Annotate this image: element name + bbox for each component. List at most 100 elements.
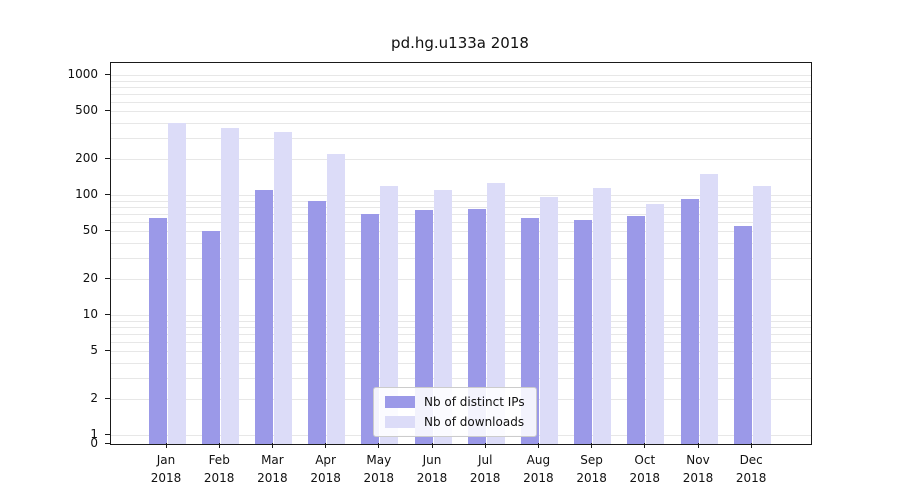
gridline-6 xyxy=(111,341,811,343)
bar-jan-nb-of-distinct-ips xyxy=(148,217,167,444)
y-tick-500 xyxy=(105,110,110,112)
y-tick-label-10: 10 xyxy=(82,307,98,321)
bar-dec-nb-of-distinct-ips xyxy=(733,226,752,444)
x-tick-aug xyxy=(537,443,539,448)
y-tick-label-200: 200 xyxy=(75,150,98,165)
bar-jun-nb-of-downloads xyxy=(433,190,452,444)
x-tick-label-jul: Jul 2018 xyxy=(469,453,501,485)
legend: Nb of distinct IPs Nb of downloads xyxy=(373,387,537,437)
x-tick-jun xyxy=(431,443,433,448)
gridline-8 xyxy=(111,326,811,328)
gridline-80 xyxy=(111,206,811,208)
gridline-800 xyxy=(111,86,811,88)
x-tick-dec xyxy=(750,443,752,448)
bar-nov-nb-of-downloads xyxy=(699,173,718,444)
gridline-300 xyxy=(111,137,811,139)
gridline-4 xyxy=(111,362,811,364)
bar-sep-nb-of-distinct-ips xyxy=(574,219,593,444)
plot-area: Nb of distinct IPs Nb of downloads xyxy=(110,62,812,445)
x-tick-apr xyxy=(325,443,327,448)
bar-apr-nb-of-downloads xyxy=(327,153,346,444)
gridline-400 xyxy=(111,122,811,124)
gridline-7 xyxy=(111,333,811,335)
y-tick-label-5: 5 xyxy=(90,343,98,358)
bar-apr-nb-of-distinct-ips xyxy=(308,200,327,444)
x-tick-label-dec: Dec 2018 xyxy=(735,453,767,485)
x-tick-label-jan: Jan 2018 xyxy=(150,453,182,485)
legend-item-distinct-ips: Nb of distinct IPs xyxy=(385,395,525,409)
x-tick-label-feb: Feb 2018 xyxy=(203,453,235,485)
gridline-20 xyxy=(111,278,811,280)
gridline-100 xyxy=(111,195,811,196)
x-tick-nov xyxy=(697,443,699,448)
gridline-700 xyxy=(111,93,811,95)
gridline-3 xyxy=(111,377,811,379)
bar-mar-nb-of-downloads xyxy=(273,132,292,444)
y-tick-200 xyxy=(105,157,110,159)
x-tick-label-sep: Sep 2018 xyxy=(576,453,607,485)
gridline-40 xyxy=(111,242,811,244)
legend-item-downloads: Nb of downloads xyxy=(385,415,525,429)
y-tick-1000 xyxy=(105,74,110,75)
bar-nov-nb-of-distinct-ips xyxy=(680,198,699,444)
x-tick-label-mar: Mar 2018 xyxy=(257,453,288,485)
bar-oct-nb-of-distinct-ips xyxy=(627,215,646,444)
y-tick-5 xyxy=(105,350,110,352)
legend-swatch-distinct-ips xyxy=(385,396,415,408)
bar-feb-nb-of-downloads xyxy=(220,127,239,444)
x-tick-oct xyxy=(644,443,646,448)
y-tick-1 xyxy=(105,434,110,435)
y-tick-0 xyxy=(105,443,110,444)
bar-aug-nb-of-downloads xyxy=(539,196,558,444)
bar-feb-nb-of-distinct-ips xyxy=(201,231,220,444)
x-tick-jan xyxy=(165,443,167,448)
bar-may-nb-of-downloads xyxy=(380,185,399,444)
gridline-60 xyxy=(111,221,811,223)
legend-label-downloads: Nb of downloads xyxy=(424,415,525,429)
gridline-50 xyxy=(111,231,811,233)
bar-sep-nb-of-downloads xyxy=(593,187,612,444)
y-axis: 1000 500 200 100 50 20 10 5 2 1 0 xyxy=(0,62,110,450)
y-tick-label-100: 100 xyxy=(75,187,98,201)
y-tick-50 xyxy=(105,230,110,232)
legend-swatch-downloads xyxy=(385,416,415,428)
x-tick-may xyxy=(378,443,380,448)
x-tick-label-may: May 2018 xyxy=(363,453,395,485)
x-tick-label-nov: Nov 2018 xyxy=(682,453,714,485)
gridline-90 xyxy=(111,200,811,202)
y-tick-100 xyxy=(105,194,110,195)
y-tick-label-2: 2 xyxy=(90,390,98,405)
y-tick-label-1: 1 xyxy=(90,427,98,441)
bar-jan-nb-of-downloads xyxy=(167,122,186,444)
chart-title: pd.hg.u133a 2018 xyxy=(391,34,529,52)
y-tick-20 xyxy=(105,277,110,279)
gridline-900 xyxy=(111,80,811,82)
gridline-5 xyxy=(111,351,811,353)
x-tick-sep xyxy=(591,443,593,448)
y-tick-10 xyxy=(105,314,110,315)
y-tick-2 xyxy=(105,397,110,399)
gridline-200 xyxy=(111,158,811,160)
x-tick-label-jun: Jun 2018 xyxy=(416,453,448,485)
x-axis: Jan 2018 Feb 2018 Mar 2018 Apr 2018 May 2018… xyxy=(110,443,810,500)
x-tick-mar xyxy=(271,443,273,448)
x-tick-label-aug: Aug 2018 xyxy=(523,453,554,485)
x-tick-feb xyxy=(218,443,220,448)
y-tick-label-500: 500 xyxy=(75,103,98,118)
bar-oct-nb-of-downloads xyxy=(646,203,665,444)
bar-jul-nb-of-downloads xyxy=(486,183,505,444)
bar-dec-nb-of-downloads xyxy=(752,185,771,444)
gridline-600 xyxy=(111,101,811,103)
legend-label-distinct-ips: Nb of distinct IPs xyxy=(424,395,525,409)
bar-jun-nb-of-distinct-ips xyxy=(414,210,433,444)
x-tick-label-apr: Apr 2018 xyxy=(310,453,341,485)
gridline-10 xyxy=(111,315,811,316)
x-tick-label-oct: Oct 2018 xyxy=(629,453,661,485)
y-tick-label-50: 50 xyxy=(82,223,98,238)
y-tick-label-20: 20 xyxy=(82,270,98,285)
bar-mar-nb-of-distinct-ips xyxy=(254,190,273,444)
gridline-1000 xyxy=(111,75,811,76)
gridline-30 xyxy=(111,257,811,259)
bar-may-nb-of-distinct-ips xyxy=(361,213,380,444)
